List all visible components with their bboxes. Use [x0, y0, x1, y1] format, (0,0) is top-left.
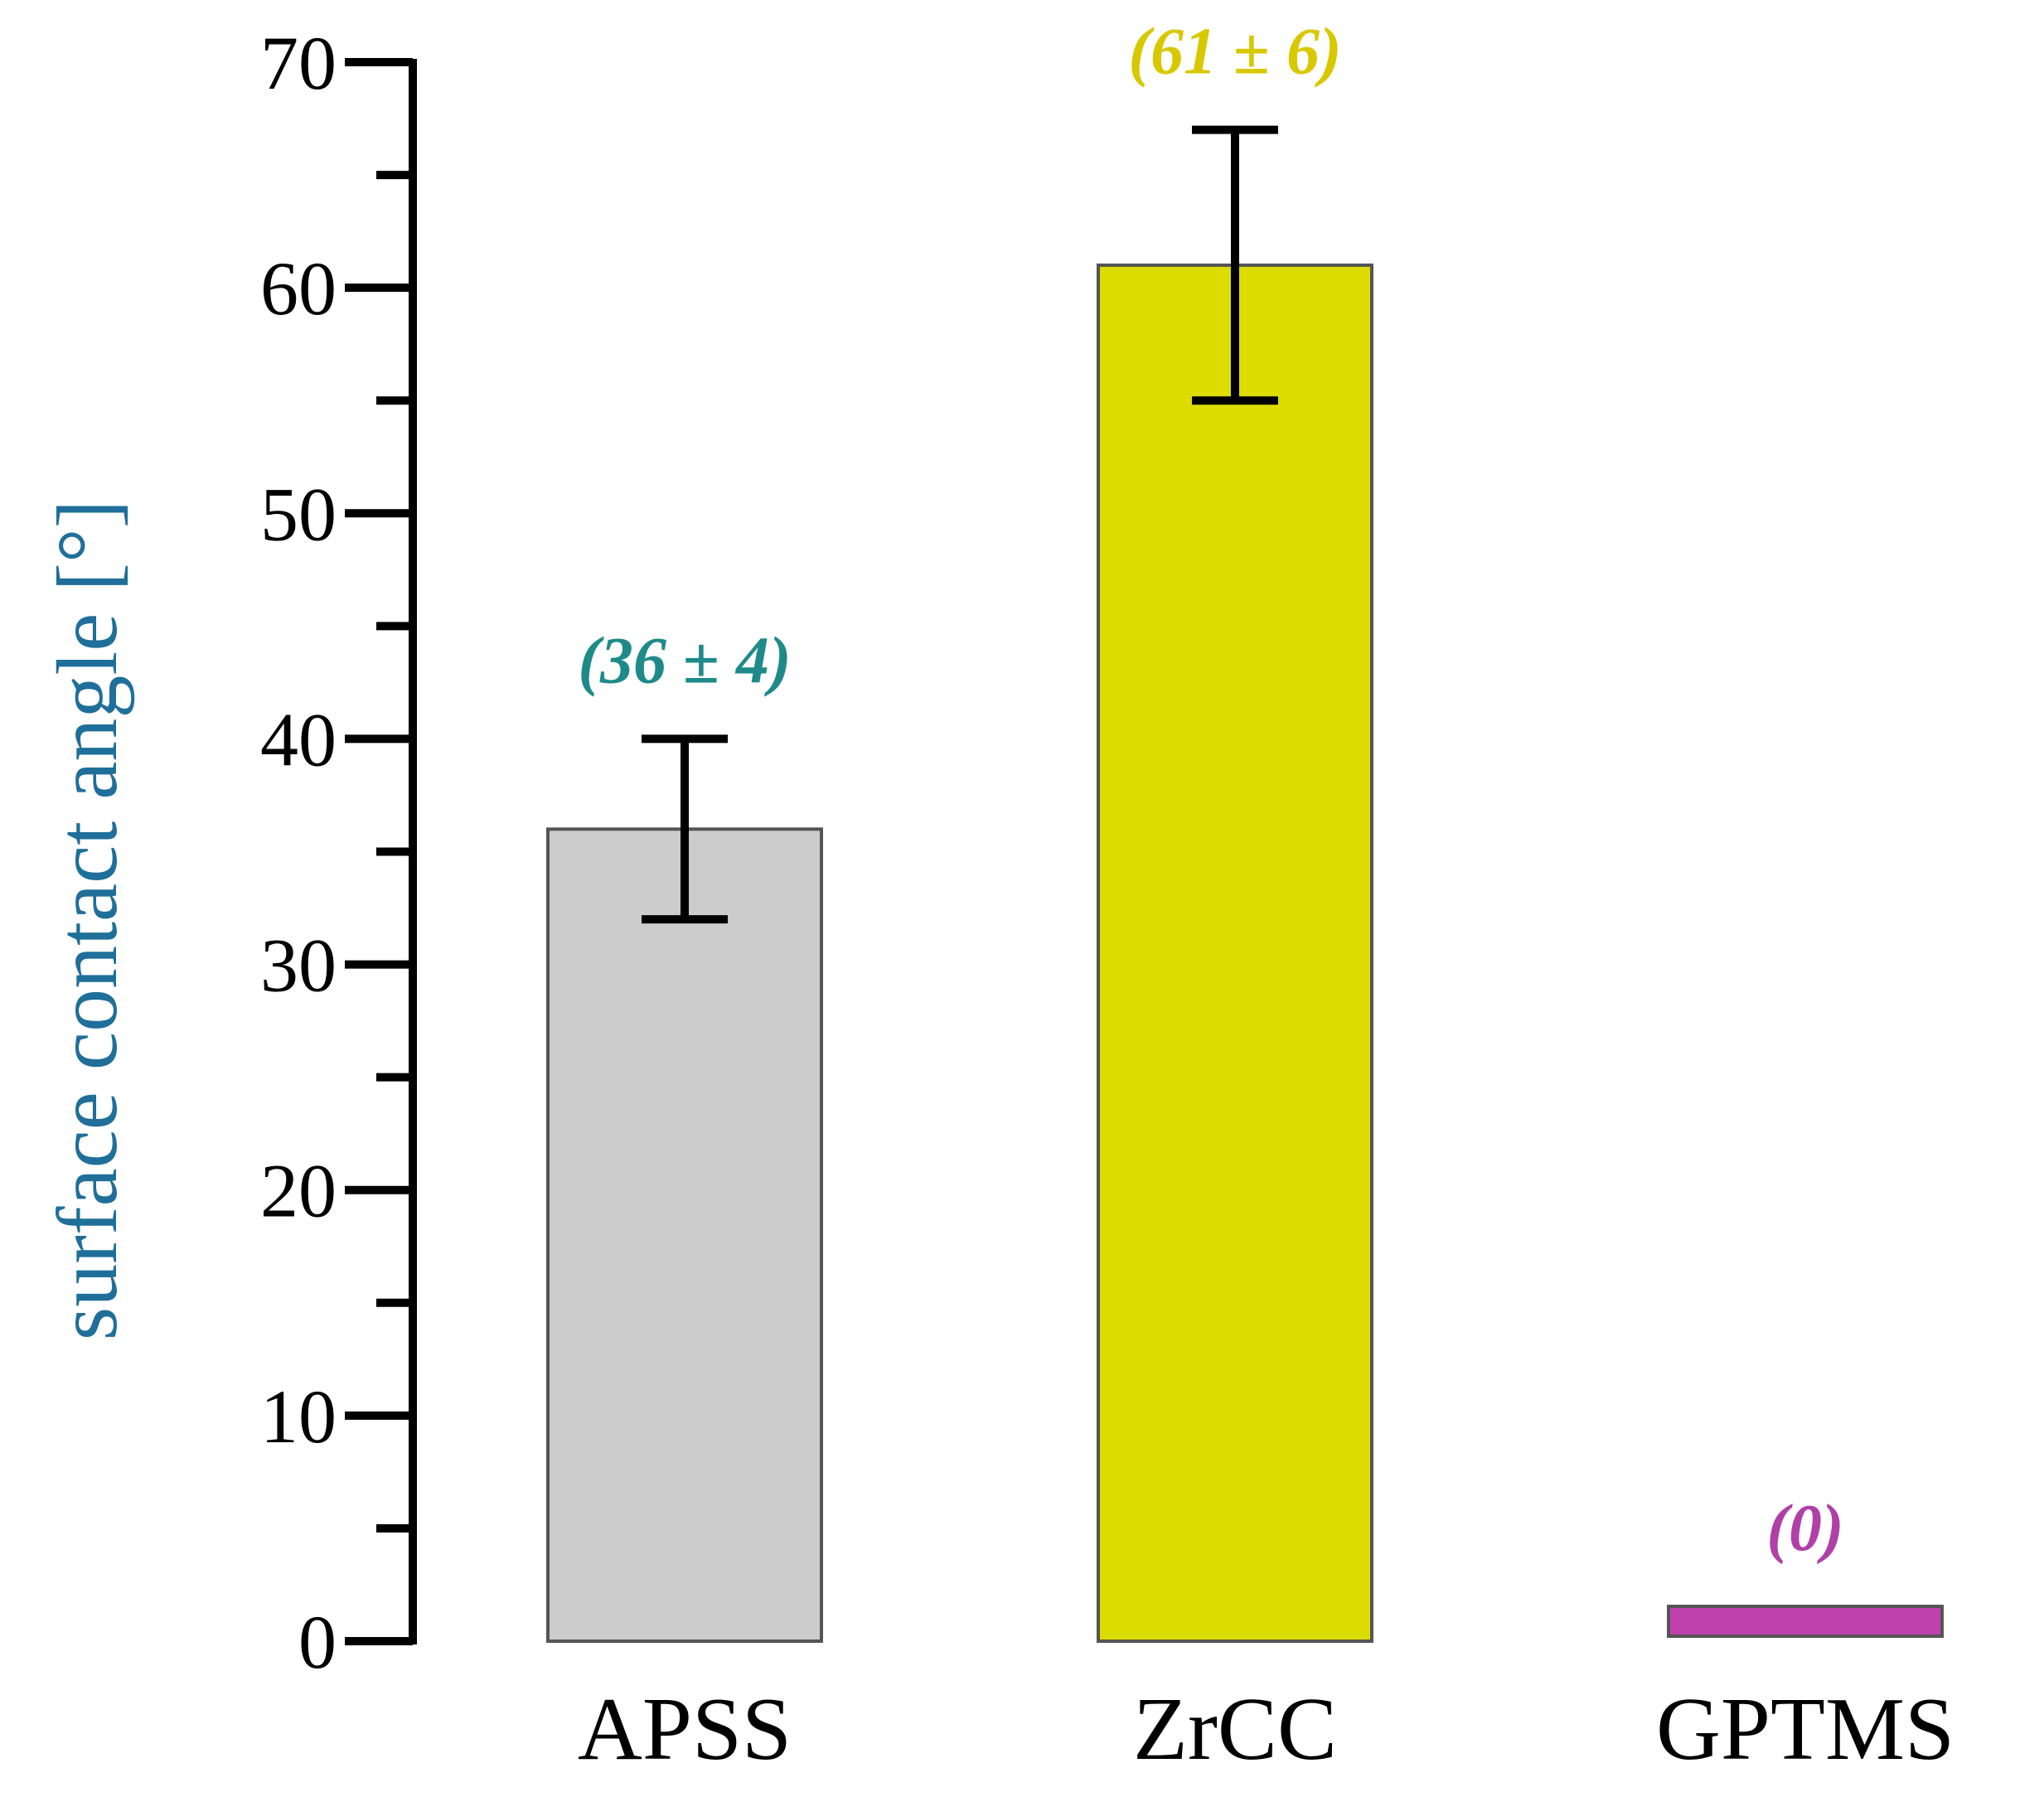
data-label-zrcc: (61 ± 6) [1128, 16, 1341, 89]
category-label-gptms: GPTMS [1656, 1680, 1954, 1779]
y-axis-title: surface contact angle [°] [40, 500, 135, 1341]
bar-apss [546, 827, 823, 1643]
y-axis: 0 10 20 30 40 50 60 70 [260, 21, 417, 1684]
y-tick-label: 50 [260, 472, 337, 556]
y-tick-label: 30 [260, 923, 337, 1008]
y-tick-label: 10 [260, 1374, 337, 1459]
y-tick-label: 20 [260, 1149, 337, 1233]
y-tick-label: 60 [260, 246, 337, 331]
data-label-apss: (36 ± 4) [578, 624, 791, 697]
labels: (36 ± 4) APSS (61 ± 6) ZrCC (0) GPTMS [578, 16, 1954, 1779]
bars [546, 125, 1944, 1643]
category-label-apss: APSS [578, 1680, 792, 1779]
y-tick-label: 40 [260, 697, 337, 782]
category-label-zrcc: ZrCC [1133, 1680, 1337, 1779]
bar-gptms [1667, 1605, 1944, 1638]
data-label-gptms: (0) [1766, 1492, 1843, 1565]
bar-zrcc [1097, 263, 1373, 1643]
y-tick-label: 70 [260, 21, 337, 105]
y-tick-label: 0 [298, 1600, 337, 1684]
